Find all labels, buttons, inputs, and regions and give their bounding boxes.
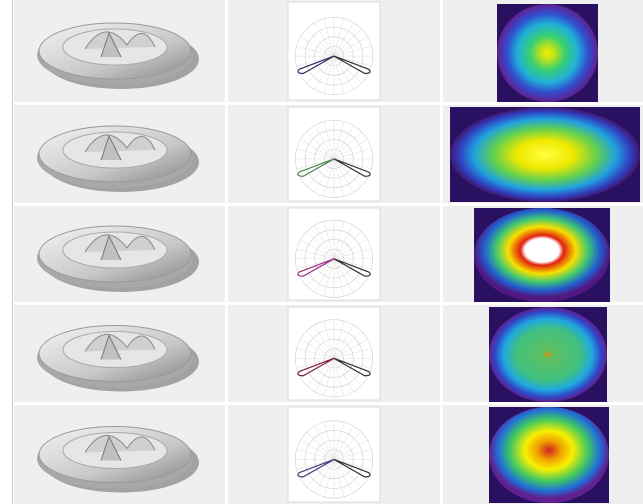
- lens-feature: [84, 435, 156, 453]
- polar-lobe: [297, 158, 335, 177]
- polar-lobe: [333, 158, 371, 177]
- lens-feature: [100, 234, 122, 261]
- lens-feature: [100, 134, 122, 161]
- lens-feature: [84, 334, 156, 352]
- polar-lobe: [297, 357, 335, 377]
- lens-feature: [84, 234, 156, 253]
- lens-feature: [100, 435, 122, 461]
- polar-lobe: [333, 258, 371, 277]
- heatmap: [489, 407, 609, 503]
- lens-feature: [100, 334, 122, 360]
- heatmap: [474, 208, 610, 302]
- polar-lobe: [297, 258, 335, 277]
- lens-feature: [84, 31, 156, 50]
- polar-lobe: [333, 55, 371, 75]
- lens-feature: [100, 31, 122, 58]
- heatmap: [489, 307, 607, 402]
- polar-lobe: [333, 357, 371, 377]
- lens-feature: [84, 134, 156, 153]
- heatmap: [497, 4, 598, 102]
- heatmap: [450, 107, 640, 202]
- polar-lobe: [297, 458, 335, 478]
- polar-lobe: [297, 55, 335, 75]
- polar-lobe: [333, 458, 371, 478]
